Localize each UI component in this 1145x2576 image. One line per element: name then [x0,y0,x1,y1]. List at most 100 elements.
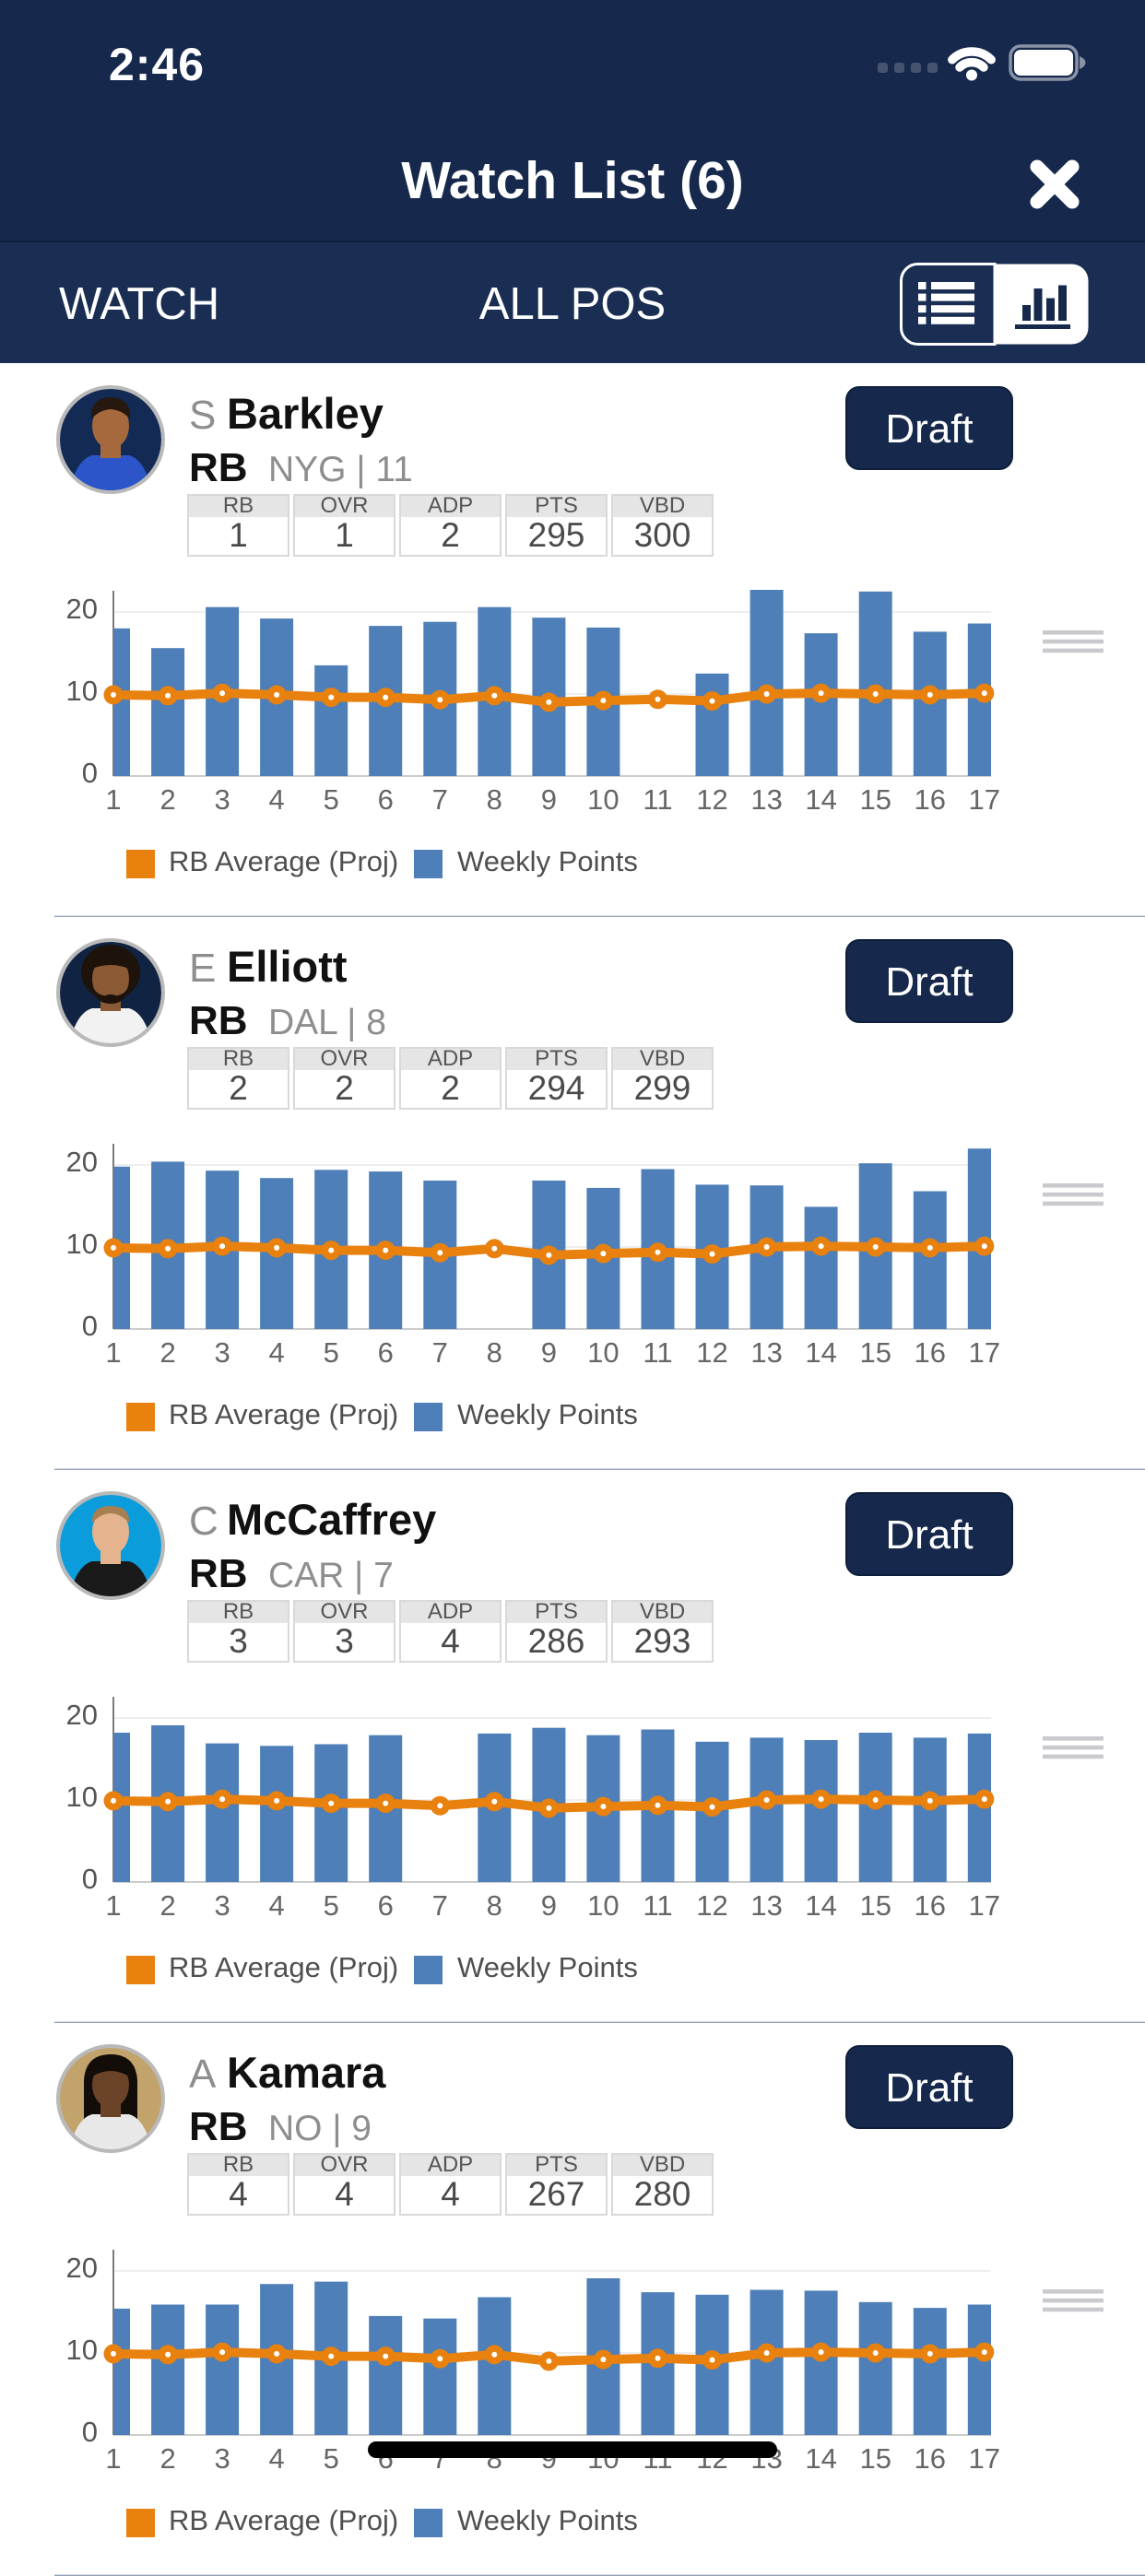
svg-text:9: 9 [541,783,557,816]
svg-text:16: 16 [915,1889,946,1922]
svg-text:0: 0 [82,1863,98,1895]
svg-text:14: 14 [805,1336,836,1369]
svg-text:12: 12 [696,783,727,816]
svg-text:280: 280 [634,2175,691,2213]
svg-text:NYG | 11: NYG | 11 [268,450,413,489]
svg-text:5: 5 [324,1336,339,1369]
svg-text:ADP: ADP [428,493,473,518]
svg-text:2: 2 [441,516,460,554]
svg-text:Draft: Draft [885,406,973,452]
svg-text:2: 2 [159,2442,175,2475]
svg-text:13: 13 [750,1889,782,1922]
svg-text:7: 7 [432,1336,448,1369]
svg-text:VBD: VBD [640,1599,685,1624]
svg-text:4: 4 [268,783,284,816]
svg-text:PTS: PTS [535,493,578,518]
svg-text:3: 3 [335,1622,354,1660]
svg-text:E: E [189,946,216,991]
svg-text:Draft: Draft [885,2065,973,2111]
svg-text:RB: RB [223,1046,254,1071]
svg-text:4: 4 [441,1622,460,1660]
svg-text:11: 11 [643,1889,672,1922]
svg-text:1: 1 [105,783,121,816]
svg-text:14: 14 [805,2442,836,2475]
svg-text:4: 4 [335,2175,354,2213]
svg-text:20: 20 [66,593,98,625]
svg-text:3: 3 [229,1622,248,1660]
svg-text:17: 17 [969,1889,1000,1922]
svg-text:16: 16 [915,2442,946,2475]
svg-text:NO | 9: NO | 9 [268,2109,372,2148]
svg-text:RB: RB [189,998,248,1043]
svg-text:A: A [189,2052,217,2097]
svg-text:15: 15 [859,1336,891,1369]
svg-text:15: 15 [859,1889,891,1922]
svg-text:OVR: OVR [320,1599,368,1624]
svg-text:8: 8 [487,1889,502,1922]
svg-text:PTS: PTS [535,2152,578,2177]
svg-text:20: 20 [66,1699,98,1731]
svg-text:ADP: ADP [428,1046,473,1071]
svg-text:1: 1 [105,1336,121,1369]
svg-text:4: 4 [268,1336,284,1369]
svg-text:13: 13 [750,783,782,816]
svg-text:12: 12 [696,1336,727,1369]
svg-text:267: 267 [528,2175,585,2213]
svg-text:RB Average (Proj): RB Average (Proj) [169,1951,398,1983]
svg-text:Draft: Draft [885,959,973,1005]
svg-text:7: 7 [432,783,448,816]
svg-text:300: 300 [634,516,691,554]
svg-text:299: 299 [634,1069,691,1107]
svg-text:11: 11 [643,1336,672,1369]
svg-text:1: 1 [335,516,354,554]
svg-text:S: S [189,393,216,438]
svg-text:3: 3 [214,1889,230,1922]
svg-text:15: 15 [859,2442,891,2475]
svg-text:7: 7 [432,1889,448,1922]
svg-text:10: 10 [66,675,98,707]
svg-text:2: 2 [229,1069,248,1107]
svg-text:4: 4 [441,2175,460,2213]
svg-text:9: 9 [541,1889,557,1922]
svg-text:RB Average (Proj): RB Average (Proj) [169,2504,398,2536]
svg-text:20: 20 [66,1146,98,1178]
svg-text:14: 14 [805,783,836,816]
svg-text:3: 3 [214,783,230,816]
svg-text:RB Average (Proj): RB Average (Proj) [169,1398,398,1430]
svg-text:0: 0 [82,2416,98,2448]
svg-text:13: 13 [750,1336,782,1369]
svg-text:286: 286 [528,1622,585,1660]
svg-text:VBD: VBD [640,1046,685,1071]
svg-text:4: 4 [268,2442,284,2475]
svg-text:3: 3 [214,2442,230,2475]
svg-text:PTS: PTS [535,1046,578,1071]
svg-text:ADP: ADP [428,2152,473,2177]
svg-text:10: 10 [587,1889,619,1922]
svg-text:4: 4 [229,2175,248,2213]
svg-text:2: 2 [159,1336,175,1369]
svg-text:Weekly Points: Weekly Points [457,845,638,877]
svg-text:15: 15 [859,783,891,816]
svg-text:16: 16 [915,783,946,816]
svg-text:DAL | 8: DAL | 8 [268,1003,386,1042]
svg-text:PTS: PTS [535,1599,578,1624]
svg-text:ADP: ADP [428,1599,473,1624]
svg-text:4: 4 [268,1889,284,1922]
svg-text:5: 5 [324,1889,339,1922]
svg-text:6: 6 [378,783,394,816]
svg-text:16: 16 [915,1336,946,1369]
svg-text:293: 293 [634,1622,691,1660]
svg-text:Weekly Points: Weekly Points [457,1951,638,1983]
svg-text:Weekly Points: Weekly Points [457,2504,638,2536]
svg-text:6: 6 [378,1889,394,1922]
svg-text:8: 8 [487,1336,502,1369]
svg-text:2: 2 [159,783,175,816]
svg-text:0: 0 [82,1310,98,1342]
svg-text:0: 0 [82,757,98,789]
svg-text:OVR: OVR [320,493,368,518]
svg-text:2: 2 [441,1069,460,1107]
svg-text:Weekly Points: Weekly Points [457,1398,638,1430]
svg-text:RB: RB [223,1599,254,1624]
svg-text:RB: RB [189,445,248,490]
svg-text:9: 9 [541,1336,557,1369]
